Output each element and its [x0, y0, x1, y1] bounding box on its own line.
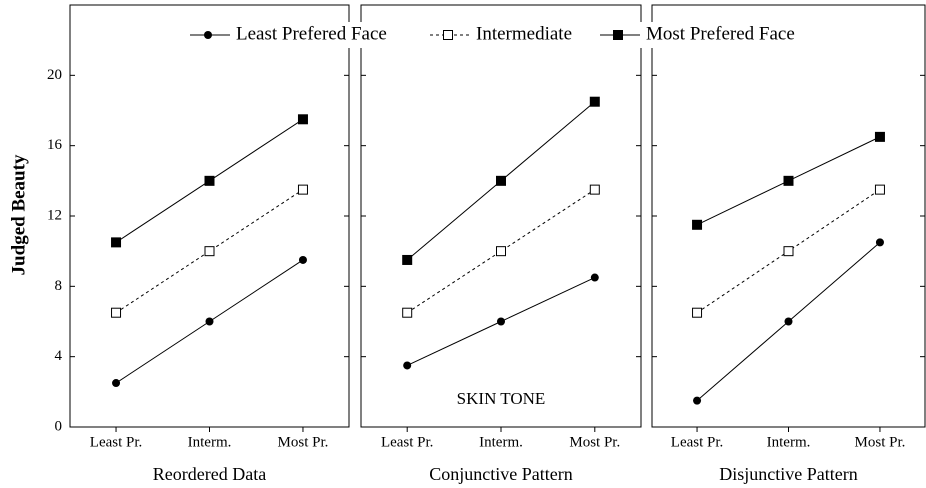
marker [783, 246, 794, 257]
marker [297, 114, 308, 125]
series-line [406, 189, 596, 314]
y-tick-label: 20 [47, 67, 62, 83]
marker [589, 184, 600, 195]
marker [204, 31, 212, 39]
marker [297, 184, 308, 195]
legend-label: Most Prefered Face [646, 23, 795, 44]
series-line [115, 189, 304, 314]
marker [111, 307, 122, 318]
legend-background [188, 22, 828, 48]
x-tick-label: Most Pr. [855, 434, 906, 450]
marker [589, 96, 600, 107]
marker [497, 317, 505, 326]
marker [590, 273, 599, 282]
marker [613, 30, 623, 40]
panel-frame [69, 4, 350, 428]
marker [875, 238, 884, 247]
marker [783, 175, 794, 186]
marker [693, 396, 702, 405]
y-axis-label: Judged Beauty [8, 154, 29, 275]
legend-label: Intermediate [476, 23, 572, 44]
x-tick-label: Interm. [479, 434, 523, 450]
x-tick-label: Least Pr. [381, 434, 434, 450]
marker [874, 131, 885, 142]
x-tick-label: Least Pr. [90, 434, 143, 450]
x-tick-label: Least Pr. [671, 434, 724, 450]
y-tick-label: 12 [47, 207, 62, 223]
marker [496, 246, 506, 257]
y-tick-label: 8 [55, 278, 63, 294]
x-axis-label: Reordered Data [153, 464, 266, 484]
marker [874, 184, 885, 195]
y-tick-label: 4 [55, 348, 63, 364]
marker [443, 30, 453, 40]
x-tick-label: Most Pr. [569, 434, 620, 450]
panel-frame [651, 4, 926, 428]
marker [298, 255, 307, 264]
marker [402, 254, 413, 265]
marker [112, 379, 121, 388]
marker [692, 219, 703, 230]
marker [204, 175, 215, 186]
y-tick-label: 0 [55, 418, 63, 434]
marker [111, 237, 122, 248]
x-axis-label: Disjunctive Pattern [719, 464, 857, 484]
marker [496, 175, 506, 186]
annotation: SKIN TONE [457, 389, 546, 408]
x-tick-label: Most Pr. [278, 434, 329, 450]
y-tick-label: 16 [47, 137, 63, 153]
marker [402, 307, 413, 318]
marker [784, 317, 793, 326]
x-tick-label: Interm. [767, 434, 811, 450]
panel-frame [360, 4, 642, 428]
marker [205, 317, 214, 326]
x-axis-label: Conjunctive Pattern [429, 464, 572, 484]
x-tick-label: Interm. [188, 434, 232, 450]
legend-label: Least Prefered Face [236, 23, 387, 44]
marker [692, 307, 703, 318]
marker [403, 361, 412, 370]
marker [204, 246, 215, 257]
